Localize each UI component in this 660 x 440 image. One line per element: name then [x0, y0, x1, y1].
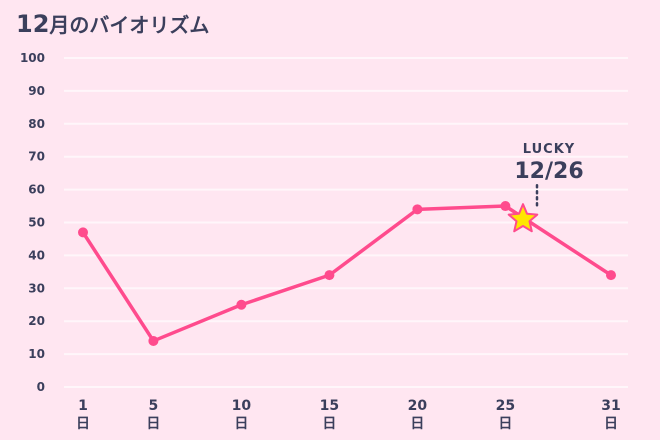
lucky-label: LUCKY — [523, 142, 575, 157]
data-point — [412, 204, 423, 215]
x-tick-unit: 日 — [322, 416, 336, 432]
data-point — [78, 227, 88, 238]
lucky-annotation: LUCKY 12/26 — [507, 142, 584, 233]
x-tick-label: 1 — [78, 398, 88, 414]
y-tick-label: 20 — [28, 314, 45, 328]
series-layer — [78, 201, 616, 346]
y-tick-label: 0 — [37, 380, 45, 394]
x-tick-unit: 日 — [234, 416, 248, 432]
lucky-date: 12/26 — [514, 159, 583, 184]
star-icon — [507, 203, 539, 233]
y-tick-label: 80 — [28, 117, 45, 131]
x-tick-label: 25 — [496, 398, 515, 414]
chart-title: 12月のバイオリズム — [16, 8, 209, 43]
y-tick-label: 100 — [20, 51, 45, 65]
x-axis-ticks: 1 日 5 日 10 日 15 日 20 日 25 日 31 日 — [76, 398, 621, 432]
y-tick-label: 30 — [28, 281, 45, 295]
data-point — [148, 335, 159, 346]
y-tick-label: 70 — [28, 150, 45, 164]
x-tick-label: 20 — [408, 398, 428, 414]
title-month: 12 — [16, 10, 50, 38]
x-tick-unit: 日 — [604, 416, 618, 432]
data-point — [324, 270, 335, 281]
data-point — [236, 299, 247, 310]
data-point — [606, 270, 616, 281]
y-tick-label: 50 — [28, 216, 45, 230]
x-tick-unit: 日 — [146, 416, 160, 432]
data-point — [500, 201, 511, 212]
y-tick-label: 60 — [28, 183, 45, 197]
y-axis-ticks: 0 10 20 30 40 50 60 70 80 90 100 — [20, 51, 45, 394]
x-tick-label: 10 — [232, 398, 252, 414]
grid-lines — [64, 57, 628, 388]
y-tick-label: 90 — [28, 84, 45, 98]
x-tick-label: 31 — [601, 398, 620, 414]
x-tick-unit: 日 — [498, 416, 512, 432]
y-tick-label: 40 — [28, 248, 45, 262]
x-tick-unit: 日 — [76, 416, 90, 432]
x-tick-label: 15 — [320, 398, 339, 414]
y-tick-label: 10 — [28, 347, 45, 361]
x-tick-label: 5 — [149, 398, 159, 414]
title-text: 月のバイオリズム — [49, 13, 210, 37]
x-tick-unit: 日 — [410, 416, 424, 432]
